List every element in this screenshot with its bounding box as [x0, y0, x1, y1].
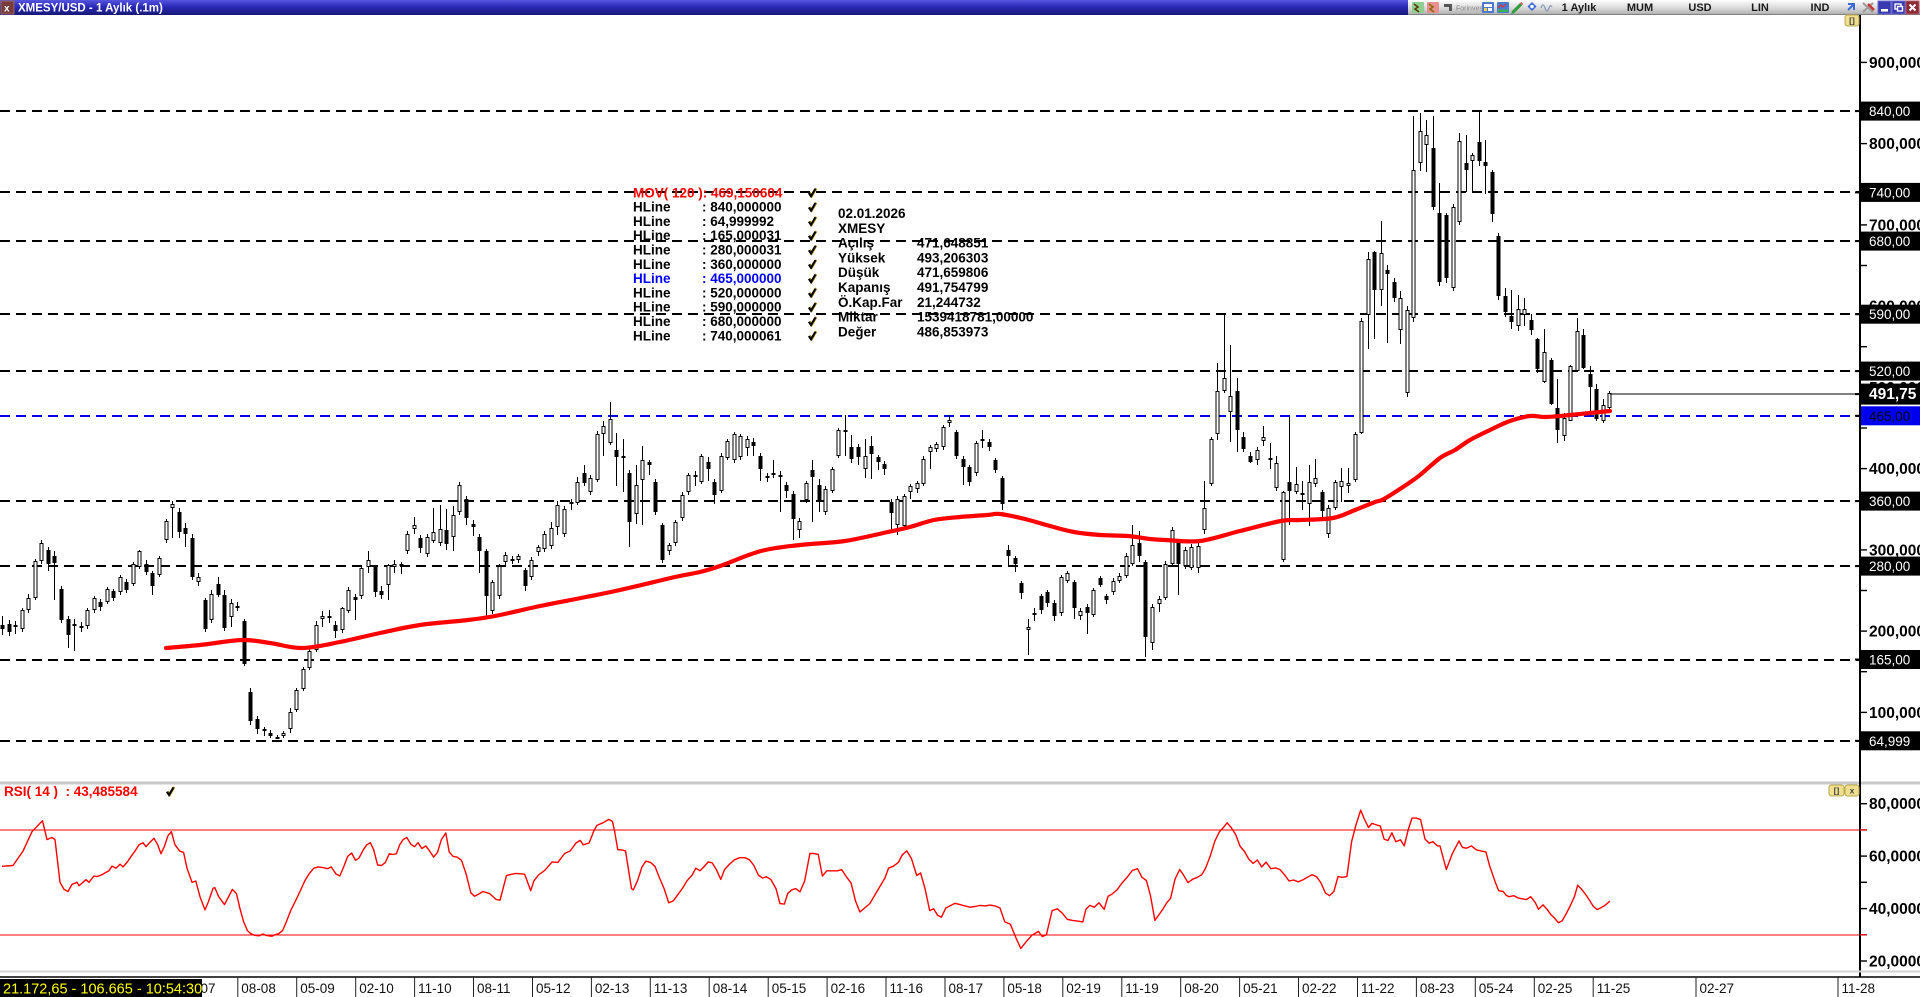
svg-text:05-09: 05-09 — [300, 981, 335, 996]
svg-text:471,648851: 471,648851 — [917, 236, 989, 251]
svg-text:[]: [] — [1849, 16, 1855, 26]
svg-text:100,000: 100,000 — [1869, 705, 1920, 722]
svg-text:Yüksek: Yüksek — [838, 250, 886, 265]
svg-text:HLine: HLine — [633, 228, 671, 243]
svg-text:80,0000: 80,0000 — [1869, 796, 1920, 813]
svg-text:02-22: 02-22 — [1302, 981, 1337, 996]
svg-text:x: x — [1850, 786, 1855, 796]
svg-text:XMESY: XMESY — [838, 221, 885, 236]
svg-text:08-23: 08-23 — [1420, 981, 1455, 996]
svg-text:IND: IND — [1811, 2, 1830, 14]
svg-text:HLine: HLine — [633, 271, 671, 286]
svg-text:471,659806: 471,659806 — [917, 265, 989, 280]
svg-text:02-27: 02-27 — [1700, 981, 1735, 996]
svg-text:400,000: 400,000 — [1869, 461, 1920, 478]
svg-text:11-13: 11-13 — [654, 981, 688, 996]
svg-text:02-10: 02-10 — [359, 981, 394, 996]
svg-text:20,0000: 20,0000 — [1869, 954, 1920, 971]
svg-text:08-20: 08-20 — [1184, 981, 1219, 996]
svg-text:11-19: 11-19 — [1125, 981, 1159, 996]
svg-text:x: x — [4, 4, 10, 15]
svg-text:840,00: 840,00 — [1869, 104, 1910, 119]
svg-text:60,0000: 60,0000 — [1869, 849, 1920, 866]
svg-text:Forinvest: Forinvest — [1456, 6, 1485, 13]
svg-text:: 680,000000: : 680,000000 — [702, 314, 782, 329]
svg-text:: 465,000000: : 465,000000 — [702, 271, 782, 286]
svg-text:HLine: HLine — [633, 300, 671, 315]
svg-text:: 280,000031: : 280,000031 — [702, 243, 782, 258]
svg-text:520,00: 520,00 — [1869, 364, 1910, 379]
svg-text:21.172,65 - 106.665 - 10:54:30: 21.172,65 - 106.665 - 10:54:30 — [3, 982, 202, 997]
svg-text:Miktar: Miktar — [838, 310, 879, 325]
svg-text:165,00: 165,00 — [1869, 653, 1910, 668]
svg-text:02.01.2026: 02.01.2026 — [838, 206, 906, 221]
svg-text:MOV( 120 ): 469,150604: MOV( 120 ): 469,150604 — [633, 185, 783, 200]
svg-text:HLine: HLine — [633, 214, 671, 229]
svg-text:280,00: 280,00 — [1869, 559, 1910, 574]
svg-text:590,00: 590,00 — [1869, 307, 1910, 322]
svg-text:11-25: 11-25 — [1597, 981, 1631, 996]
svg-text:493,206303: 493,206303 — [917, 250, 989, 265]
svg-text:: 740,000061: : 740,000061 — [702, 328, 782, 343]
svg-text:486,853973: 486,853973 — [917, 324, 989, 339]
svg-text:1539418781,00000: 1539418781,00000 — [917, 310, 1033, 325]
svg-text:64,999: 64,999 — [1869, 734, 1910, 749]
svg-text:08-08: 08-08 — [241, 981, 276, 996]
svg-text:Değer: Değer — [838, 324, 877, 339]
svg-text:MUM: MUM — [1627, 2, 1653, 14]
svg-text:HLine: HLine — [633, 314, 671, 329]
svg-text:491,754799: 491,754799 — [917, 280, 988, 295]
svg-text:680,00: 680,00 — [1869, 234, 1910, 249]
svg-text:11-10: 11-10 — [418, 981, 452, 996]
svg-text:300,000: 300,000 — [1869, 542, 1920, 559]
svg-text:05-24: 05-24 — [1479, 981, 1514, 996]
svg-text:[]: [] — [1834, 786, 1840, 796]
svg-text:02-25: 02-25 — [1538, 981, 1573, 996]
svg-text:465,00: 465,00 — [1869, 409, 1910, 424]
svg-text:08-17: 08-17 — [949, 981, 984, 996]
svg-text:Kapanış: Kapanış — [838, 280, 891, 295]
svg-text:: 520,000000: : 520,000000 — [702, 285, 782, 300]
svg-text:02-13: 02-13 — [595, 981, 630, 996]
svg-text:Düşük: Düşük — [838, 265, 880, 280]
svg-text:HLine: HLine — [633, 328, 671, 343]
svg-text:700,000: 700,000 — [1869, 217, 1920, 234]
svg-text:1 Aylık: 1 Aylık — [1562, 2, 1598, 14]
svg-text:05-15: 05-15 — [772, 981, 807, 996]
svg-text:: 360,000000: : 360,000000 — [702, 257, 782, 272]
svg-text:: 840,000000: : 840,000000 — [702, 200, 782, 215]
svg-text:XMESY/USD - 1 Aylık (.1m): XMESY/USD - 1 Aylık (.1m) — [18, 3, 163, 15]
svg-text:02-16: 02-16 — [831, 981, 866, 996]
svg-text:HLine: HLine — [633, 200, 671, 215]
svg-text:: 165,000031: : 165,000031 — [702, 228, 782, 243]
svg-text:800,000: 800,000 — [1869, 136, 1920, 153]
svg-text:360,00: 360,00 — [1869, 494, 1910, 509]
svg-text:HLine: HLine — [633, 243, 671, 258]
svg-text:RSI( 14 ) : 43,485584: RSI( 14 ) : 43,485584 — [4, 784, 138, 799]
svg-text:HLine: HLine — [633, 257, 671, 272]
svg-text:Açılış: Açılış — [838, 236, 874, 251]
svg-text:200,000: 200,000 — [1869, 624, 1920, 641]
svg-text:Ö.Kap.Far: Ö.Kap.Far — [838, 295, 903, 310]
svg-text:05-21: 05-21 — [1243, 981, 1278, 996]
svg-text:USD: USD — [1688, 2, 1711, 14]
svg-text:08-11: 08-11 — [477, 981, 511, 996]
svg-text:900,000: 900,000 — [1869, 55, 1920, 72]
svg-text:05-18: 05-18 — [1007, 981, 1042, 996]
svg-text:08-14: 08-14 — [713, 981, 748, 996]
svg-text:11-16: 11-16 — [890, 981, 924, 996]
svg-text:: 64,999992: : 64,999992 — [702, 214, 774, 229]
svg-text:11-28: 11-28 — [1842, 981, 1876, 996]
svg-text:LIN: LIN — [1751, 2, 1769, 14]
svg-text:: 590,000000: : 590,000000 — [702, 300, 782, 315]
svg-text:11-22: 11-22 — [1361, 981, 1395, 996]
svg-text:02-19: 02-19 — [1066, 981, 1101, 996]
svg-text:HLine: HLine — [633, 285, 671, 300]
svg-text:740,00: 740,00 — [1869, 185, 1910, 200]
svg-text:05-12: 05-12 — [536, 981, 571, 996]
svg-text:491,75: 491,75 — [1869, 386, 1917, 403]
svg-text:40,0000: 40,0000 — [1869, 901, 1920, 918]
svg-text:21,244732: 21,244732 — [917, 295, 981, 310]
